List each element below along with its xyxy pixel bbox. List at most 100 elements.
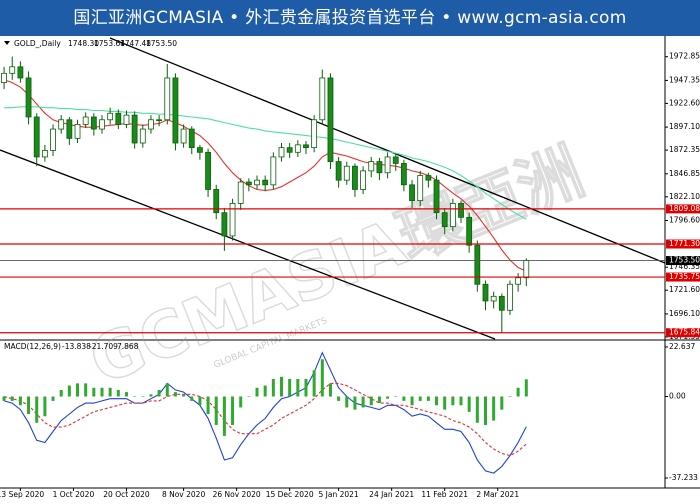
macd-bar bbox=[198, 396, 202, 406]
y-tick-label: 1872.35 bbox=[669, 145, 700, 154]
candle-body bbox=[66, 119, 73, 139]
level-tag bbox=[666, 239, 700, 249]
macd-bar bbox=[51, 396, 55, 401]
candle-body bbox=[9, 66, 16, 74]
y-tick-label: 1897.10 bbox=[669, 122, 700, 131]
candle-body bbox=[311, 119, 318, 149]
macd-bar bbox=[451, 396, 455, 406]
macd-bar bbox=[255, 387, 259, 397]
macd-bar bbox=[141, 396, 145, 398]
candle-body bbox=[392, 156, 399, 164]
candle-body bbox=[482, 283, 489, 302]
candle-body bbox=[458, 203, 464, 218]
candle-body bbox=[90, 116, 97, 130]
macd-bar bbox=[59, 389, 63, 397]
macd-bar bbox=[386, 396, 390, 399]
candle-body bbox=[172, 77, 179, 144]
candle-body bbox=[213, 189, 220, 214]
y-tick-label: 1796.60 bbox=[669, 216, 700, 225]
macd-bar bbox=[483, 396, 487, 425]
candle-body bbox=[270, 156, 277, 186]
candle-body bbox=[99, 119, 105, 130]
macd-bar bbox=[239, 396, 243, 408]
candle-body bbox=[490, 295, 497, 302]
banner: 国汇亚洲GCMASIA • 外汇贵金属投资首选平台 • www.gcm-asia… bbox=[0, 0, 700, 36]
macd-bar bbox=[133, 396, 137, 398]
macd-bar bbox=[2, 396, 6, 401]
macd-bar bbox=[231, 396, 235, 425]
macd-bar bbox=[320, 359, 324, 397]
candle-body bbox=[82, 116, 89, 125]
candle-body bbox=[294, 144, 301, 153]
level-label: 1675.84 bbox=[669, 328, 700, 337]
header-value: 1753.50 bbox=[146, 39, 177, 48]
candle-body bbox=[433, 179, 440, 214]
candle-body bbox=[50, 128, 56, 151]
macd-bar bbox=[500, 396, 504, 410]
macd-bar bbox=[492, 396, 496, 421]
macd-bar bbox=[394, 396, 398, 398]
candle-body bbox=[352, 165, 358, 190]
candle-body bbox=[123, 114, 130, 125]
candle-body bbox=[449, 203, 456, 228]
macd-bar bbox=[92, 387, 96, 397]
macd-value: -13.838 bbox=[62, 342, 91, 351]
macd-bar bbox=[182, 394, 186, 397]
candle-body bbox=[466, 216, 473, 246]
candle-body bbox=[33, 116, 40, 158]
macd-bar bbox=[35, 396, 39, 423]
macd-value: 7.868 bbox=[117, 342, 139, 351]
y-tick-label: 1846.85 bbox=[669, 169, 700, 178]
macd-bar bbox=[410, 396, 414, 406]
macd-bar bbox=[206, 396, 210, 415]
candle-body bbox=[303, 144, 309, 149]
level-label: 1809.08 bbox=[669, 204, 700, 213]
macd-bar bbox=[116, 389, 120, 397]
macd-bar bbox=[67, 385, 71, 397]
macd-bar bbox=[435, 396, 439, 406]
candle-body bbox=[237, 181, 244, 204]
chart-title: GOLD_,Daily bbox=[14, 39, 61, 48]
macd-bar bbox=[247, 396, 251, 398]
macd-bar bbox=[443, 396, 447, 410]
candle-body bbox=[360, 170, 366, 190]
macd-bar bbox=[76, 383, 80, 397]
macd-bar bbox=[426, 396, 430, 401]
macd-line bbox=[3, 382, 527, 457]
macd-bar bbox=[353, 396, 357, 410]
macd-bar bbox=[27, 396, 31, 415]
candle-body bbox=[335, 161, 342, 181]
x-tick-label: 11 Feb 2021 bbox=[421, 490, 468, 499]
candle-body bbox=[507, 283, 513, 311]
level-label: 1771.30 bbox=[669, 239, 700, 248]
macd-bar bbox=[516, 387, 520, 397]
candle-body bbox=[409, 184, 415, 202]
macd-line bbox=[3, 351, 527, 474]
header-value: 1747.48 bbox=[120, 39, 151, 48]
macd-value: -21.709 bbox=[89, 342, 118, 351]
header-value: 1748.30 bbox=[68, 39, 99, 48]
macd-bar bbox=[467, 396, 471, 412]
candle-body bbox=[17, 66, 24, 79]
macd-bar bbox=[10, 396, 14, 401]
macd-bar bbox=[418, 396, 422, 401]
macd-bar bbox=[165, 383, 169, 397]
y-tick-label: 0.00 bbox=[669, 392, 686, 401]
macd-bar bbox=[304, 378, 308, 397]
level-tag bbox=[666, 272, 700, 282]
header-value: 1753.64 bbox=[94, 39, 125, 48]
x-tick-label: 13 Sep 2020 bbox=[0, 490, 44, 499]
macd-bar bbox=[369, 396, 373, 406]
y-tick-label: 1922.60 bbox=[669, 98, 700, 107]
macd-bar bbox=[124, 392, 128, 397]
level-label: 1735.75 bbox=[669, 272, 700, 281]
macd-bar bbox=[345, 396, 349, 408]
x-tick-label: 8 Nov 2020 bbox=[162, 490, 205, 499]
macd-bar bbox=[173, 392, 177, 397]
candle-body bbox=[74, 124, 81, 139]
candle-body bbox=[115, 112, 122, 125]
macd-bar bbox=[222, 396, 226, 436]
macd-bar bbox=[157, 389, 161, 397]
x-tick-label: 24 Jan 2021 bbox=[369, 490, 414, 499]
macd-bar bbox=[288, 378, 292, 397]
